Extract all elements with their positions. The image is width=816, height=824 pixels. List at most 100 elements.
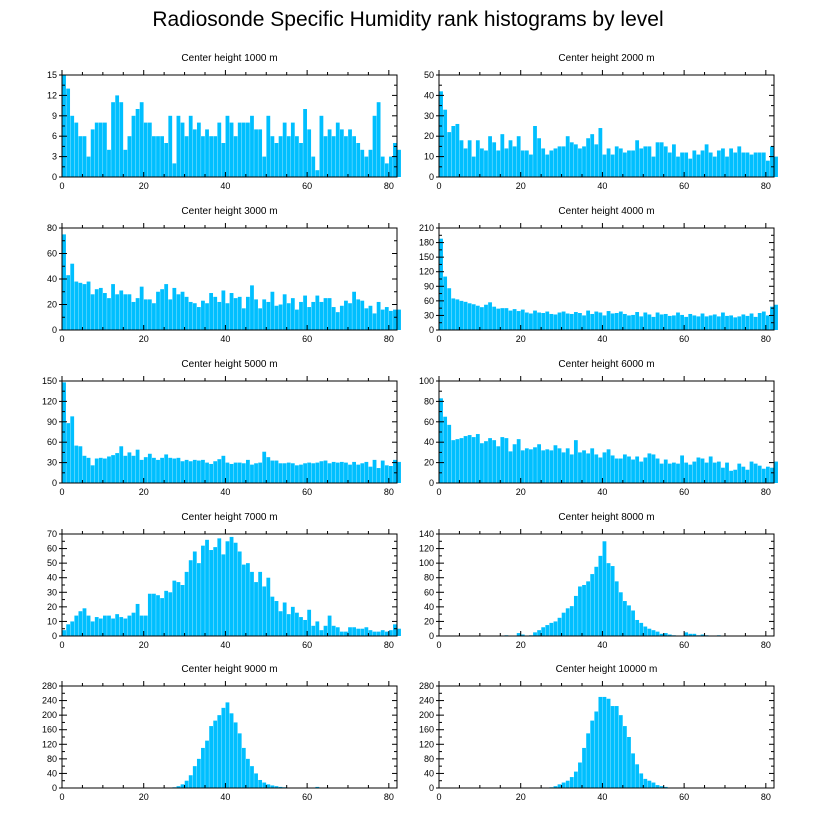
- bar: [639, 622, 644, 636]
- bar: [270, 136, 275, 177]
- bar: [757, 152, 762, 177]
- bar: [205, 129, 209, 177]
- x-tick-label: 0: [59, 640, 64, 650]
- bar: [512, 444, 517, 483]
- bar: [327, 463, 332, 483]
- bar: [209, 726, 214, 788]
- bar: [467, 303, 472, 330]
- bar: [627, 456, 631, 483]
- x-tick-label: 60: [302, 792, 312, 802]
- x-tick-label: 40: [597, 792, 607, 802]
- bar: [745, 469, 750, 483]
- bar: [557, 312, 562, 330]
- x-tick-label: 60: [679, 640, 689, 650]
- bar: [160, 289, 164, 330]
- bar: [545, 311, 550, 330]
- chart-panel-5: Center height 5000 m 0 20 40 60 80 0 30 60 90 120 1…: [42, 359, 401, 497]
- bar: [331, 136, 336, 177]
- bar: [749, 154, 754, 177]
- bar: [545, 449, 550, 483]
- bar: [147, 453, 152, 483]
- y-tick-label: 40: [424, 768, 434, 778]
- bar: [323, 625, 328, 636]
- bar: [684, 462, 689, 483]
- chart-panel-1: Center height 1000 m 0 20 40 60 80 0 3 6 9 12 15: [47, 53, 401, 191]
- bar: [168, 299, 173, 330]
- bar: [541, 313, 546, 330]
- bar: [266, 301, 271, 330]
- bar: [164, 454, 169, 483]
- bar: [635, 140, 640, 177]
- bar: [708, 152, 713, 177]
- bar: [266, 457, 271, 483]
- bar: [561, 782, 566, 788]
- bar: [180, 461, 185, 483]
- bar: [553, 148, 558, 177]
- bar: [352, 136, 356, 177]
- y-tick-label: 150: [419, 252, 434, 262]
- bar: [274, 601, 279, 636]
- bar: [663, 633, 668, 636]
- bar: [201, 136, 205, 177]
- bar: [229, 463, 234, 483]
- bar: [86, 281, 91, 330]
- bar: [115, 453, 120, 483]
- bar: [622, 726, 627, 788]
- bar: [160, 598, 164, 636]
- bar: [282, 463, 287, 483]
- y-tick-label: 50: [424, 70, 434, 80]
- bar: [172, 163, 177, 177]
- bar: [360, 463, 365, 483]
- bar: [733, 469, 738, 483]
- bar: [196, 460, 201, 483]
- bar: [663, 313, 668, 330]
- bar: [488, 438, 492, 483]
- bar: [618, 715, 623, 788]
- bar: [205, 539, 209, 636]
- y-tick-label: 70: [47, 529, 57, 539]
- bar: [700, 150, 705, 177]
- bar: [667, 463, 672, 483]
- bar: [160, 457, 164, 483]
- bar: [443, 276, 448, 330]
- bar: [610, 154, 615, 177]
- bar: [573, 440, 578, 483]
- bar: [376, 301, 381, 330]
- x-tick-label: 80: [761, 792, 771, 802]
- bar: [237, 551, 242, 636]
- bar: [606, 311, 611, 330]
- chart-panel-10: Center height 10000 m 0 20 40 60 80 0 40 80 120 16…: [419, 664, 775, 802]
- bar: [103, 458, 107, 483]
- x-tick-label: 40: [597, 181, 607, 191]
- x-tick-label: 40: [220, 487, 230, 497]
- y-tick-label: 40: [424, 437, 434, 447]
- bar: [725, 315, 729, 330]
- bar: [578, 586, 582, 636]
- bar: [139, 459, 144, 483]
- bar: [761, 468, 766, 483]
- bar: [729, 470, 733, 483]
- bar: [504, 308, 509, 330]
- bar: [647, 453, 652, 483]
- bar: [180, 291, 185, 330]
- bar: [529, 313, 533, 330]
- bar: [667, 634, 672, 636]
- y-tick-label: 0: [52, 783, 57, 793]
- bar: [352, 627, 356, 636]
- y-tick-label: 60: [47, 544, 57, 554]
- bar: [192, 129, 197, 177]
- bar: [241, 564, 246, 636]
- bar: [618, 458, 623, 483]
- bar: [451, 126, 456, 177]
- bar: [217, 122, 222, 177]
- bar: [196, 563, 201, 636]
- bar: [184, 780, 189, 788]
- bar: [737, 316, 742, 330]
- bar: [270, 291, 275, 330]
- bar: [602, 452, 607, 483]
- panel-title: Center height 9000 m: [181, 664, 277, 675]
- bar: [397, 309, 401, 330]
- bar: [335, 627, 340, 636]
- y-tick-label: 30: [47, 587, 57, 597]
- x-tick-label: 0: [436, 792, 441, 802]
